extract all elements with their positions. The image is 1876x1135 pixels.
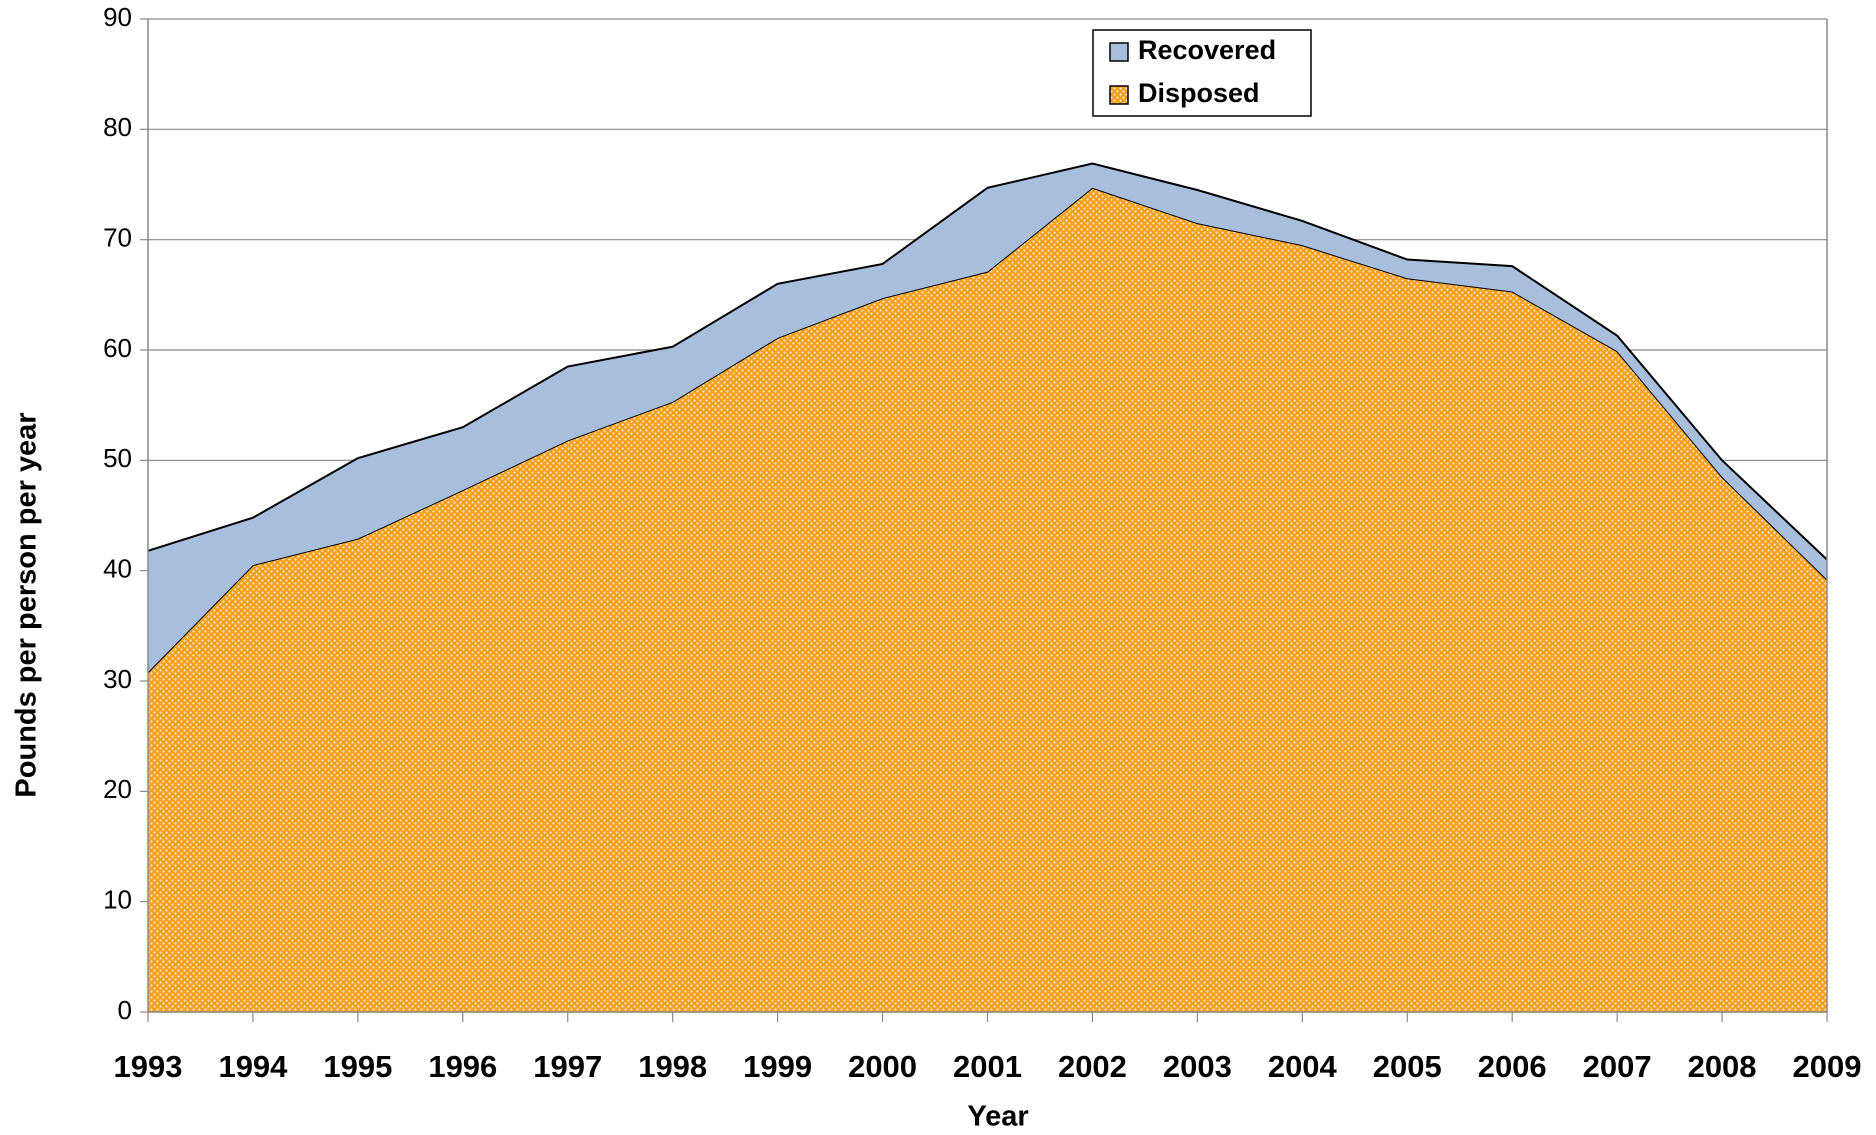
y-tick-label: 80: [103, 112, 132, 142]
x-tick-label: 2007: [1583, 1049, 1652, 1084]
x-tick-label: 2001: [953, 1049, 1022, 1084]
area-edge: [147, 162, 1828, 561]
y-tick-label: 50: [103, 443, 132, 473]
y-tick-label: 40: [103, 554, 132, 584]
x-tick-label: 2006: [1478, 1049, 1547, 1084]
y-tick-label: 70: [103, 223, 132, 253]
y-tick-label: 30: [103, 664, 132, 694]
y-tick-label: 90: [103, 2, 132, 32]
legend-label: Disposed: [1138, 78, 1260, 108]
y-tick-label: 10: [103, 885, 132, 915]
x-tick-label: 1993: [114, 1049, 183, 1084]
y-axis-title: Pounds per person per year: [11, 412, 43, 797]
x-tick-label: 1999: [743, 1049, 812, 1084]
x-tick-label: 2000: [848, 1049, 917, 1084]
legend-swatch: [1109, 85, 1129, 105]
x-tick-label: 1995: [323, 1049, 392, 1084]
x-tick-label: 2008: [1688, 1049, 1757, 1084]
y-tick-label: 20: [103, 774, 132, 804]
x-tick-label: 1996: [428, 1049, 497, 1084]
x-tick-label: 2005: [1373, 1049, 1442, 1084]
area: [148, 163, 1827, 673]
legend-label: Recovered: [1138, 35, 1276, 65]
x-tick-label: 1997: [533, 1049, 602, 1084]
area: [148, 187, 1827, 1012]
x-tick-label: 2009: [1793, 1049, 1862, 1084]
x-tick-label: 2002: [1058, 1049, 1127, 1084]
y-tick-label: 60: [103, 333, 132, 363]
x-axis-title: Year: [967, 1101, 1028, 1133]
y-tick-label: 0: [118, 995, 132, 1025]
x-tick-label: 1998: [638, 1049, 707, 1084]
x-tick-label: 2003: [1163, 1049, 1232, 1084]
legend-box: [1092, 29, 1312, 117]
x-tick-label: 2004: [1268, 1049, 1338, 1084]
legend-swatch: [1109, 42, 1129, 62]
x-tick-label: 1994: [218, 1049, 288, 1084]
